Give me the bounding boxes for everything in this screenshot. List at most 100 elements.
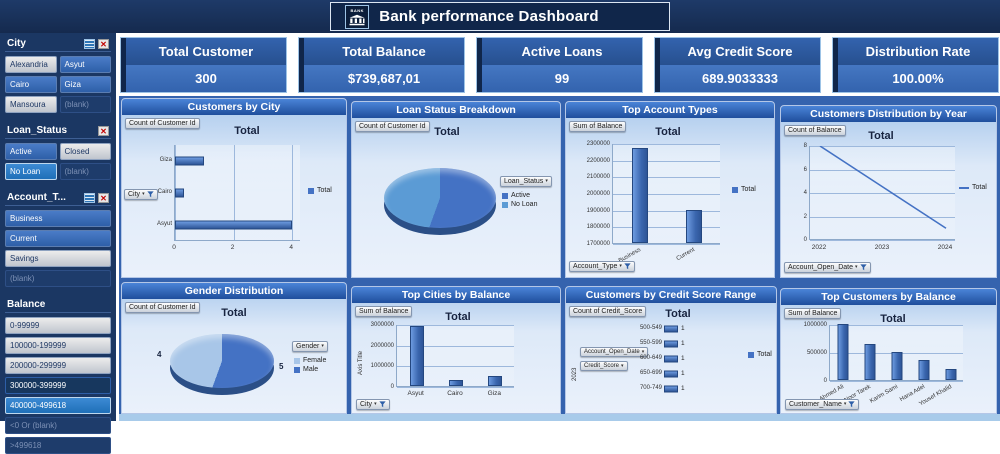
multiselect-icon[interactable] xyxy=(84,38,95,49)
gridline xyxy=(613,144,720,145)
clear-filter-icon[interactable]: ✕ xyxy=(98,192,109,203)
bar-asyut[interactable] xyxy=(409,326,424,386)
y-tick-label: 1900000 xyxy=(586,207,610,214)
sum-of-balance-field-button[interactable]: Sum of Balance xyxy=(569,121,627,132)
bar-ahmed-ali[interactable] xyxy=(837,324,849,380)
gridline xyxy=(613,210,720,212)
dropdown-caret-icon: ▾ xyxy=(619,263,622,269)
slicer-item-giza[interactable]: Giza xyxy=(59,76,111,93)
count-of-customer-id-field-button[interactable]: Count of Customer Id xyxy=(125,118,200,129)
kpi-value: 99 xyxy=(482,65,642,92)
bar-noor-tarek[interactable] xyxy=(864,343,876,380)
bar-business[interactable] xyxy=(632,148,648,243)
gridline xyxy=(810,169,955,171)
legend-label: Total xyxy=(757,351,772,358)
pie-data-label: 4 xyxy=(156,349,162,359)
panel-customers-by-city: Customers by City Count of Customer Id To… xyxy=(121,98,347,278)
legend-label: Total xyxy=(972,184,987,191)
multiselect-icon[interactable] xyxy=(84,192,95,203)
x-tick-label: 2023 xyxy=(874,244,890,251)
chart-title: Total xyxy=(880,313,906,325)
slicer-item-alexandria[interactable]: Alexandria xyxy=(5,56,57,73)
slicer-item-400000-499618[interactable]: 400000-499618 xyxy=(5,397,111,414)
count-of-balance-field-button[interactable]: Count of Balance xyxy=(784,125,846,136)
legend-swatch xyxy=(294,357,300,364)
legend-swatch xyxy=(502,201,508,208)
bar-giza[interactable] xyxy=(488,375,503,386)
kpi-value: $739,687,01 xyxy=(304,65,464,92)
slicer-item-blank[interactable]: (blank) xyxy=(59,96,111,113)
bar-current[interactable] xyxy=(686,209,702,243)
group-label: 2023 xyxy=(572,367,578,381)
pie-loan-status-breakdown[interactable] xyxy=(384,168,496,228)
bar-giza[interactable] xyxy=(175,156,205,166)
x-tick-label: 2 xyxy=(230,244,235,251)
slicer-item-100000-199999[interactable]: 100000-199999 xyxy=(5,337,111,354)
bar-yousef-khalid[interactable] xyxy=(945,368,957,380)
slicer-item-no-loan[interactable]: No Loan xyxy=(5,163,57,180)
y-axis-title: Axis Title xyxy=(358,350,364,375)
slicer-item-0-99999[interactable]: 0-99999 xyxy=(5,317,111,334)
line-series-total[interactable] xyxy=(810,146,956,240)
data-label: 1 xyxy=(681,355,685,362)
slicer-icons: ✕ xyxy=(84,192,109,203)
bar-karim-sami[interactable] xyxy=(891,352,903,380)
filter-icon xyxy=(848,401,856,408)
account-open-date-field-button[interactable]: Account_Open_Date ▾ xyxy=(580,347,649,357)
account-open-date-axis-button[interactable]: Account_Open_Date ▾ xyxy=(784,262,871,273)
category-label: 600-649 xyxy=(639,355,662,361)
slicer-item-mansoura[interactable]: Mansoura xyxy=(5,96,57,113)
pie-gender-distribution[interactable] xyxy=(170,334,274,388)
slicer-item-closed[interactable]: Closed xyxy=(59,143,111,160)
city-axis-button[interactable]: City ▾ xyxy=(356,399,390,410)
slicer-item-blank[interactable]: (blank) xyxy=(5,270,111,287)
bar-600-649[interactable] xyxy=(664,355,678,363)
plot-area xyxy=(612,144,720,245)
slicer-item-0-or-blank[interactable]: <0 Or (blank) xyxy=(5,417,111,434)
slicer-item-blank[interactable]: (blank) xyxy=(59,163,111,180)
kpi-title: Avg Credit Score xyxy=(660,38,820,65)
panel-body: Count of Customer Id Total 4 5 Gender ▾ Female… xyxy=(122,299,346,413)
slicer-item-asyut[interactable]: Asyut xyxy=(59,56,111,73)
kpi-card-avg-credit-score: Avg Credit Score 689.9033333 xyxy=(655,38,820,92)
bar-650-699[interactable] xyxy=(664,370,678,378)
dropdown-caret-icon: ▾ xyxy=(843,401,847,407)
credit-score-field-button[interactable]: Credit_Score ▾ xyxy=(580,361,628,371)
slicer-item-business[interactable]: Business xyxy=(5,210,111,227)
chart-title: Total xyxy=(868,130,894,142)
clear-filter-icon[interactable]: ✕ xyxy=(98,125,109,136)
count-of-customer-id-field-button[interactable]: Count of Customer Id xyxy=(355,121,430,132)
customer-name-axis-button[interactable]: Customer_Name ▾ xyxy=(785,399,860,410)
gender-field-button[interactable]: Gender ▾ xyxy=(292,341,328,352)
slicer-item-300000-399999[interactable]: 300000-399999 xyxy=(5,377,111,394)
slicer-item-current[interactable]: Current xyxy=(5,230,111,247)
bar-hana-adel[interactable] xyxy=(918,360,930,380)
sum-of-balance-field-button[interactable]: Sum of Balance xyxy=(784,308,842,319)
count-of-customer-id-field-button[interactable]: Count of Customer Id xyxy=(125,302,200,313)
legend-item-active: Active xyxy=(502,192,537,199)
bar-550-599[interactable] xyxy=(664,340,678,348)
slicer-item-savings[interactable]: Savings xyxy=(5,250,111,267)
slicer-item-cairo[interactable]: Cairo xyxy=(5,76,57,93)
slicer-item-200000-299999[interactable]: 200000-299999 xyxy=(5,357,111,374)
gridline xyxy=(613,227,720,229)
bar-cairo[interactable] xyxy=(449,379,463,386)
loan-status-field-button[interactable]: Loan_Status ▾ xyxy=(500,176,552,187)
bar-500-549[interactable] xyxy=(664,325,678,333)
bar-700-749[interactable] xyxy=(664,385,678,393)
count-of-credit-score-field-button[interactable]: Count of Credit_Score xyxy=(569,306,647,317)
panel-body: Count of Balance Total 8 6 4 2 0 2022 2023 2024 Ac… xyxy=(781,122,996,277)
title-box: BANK Bank performance Dashboard xyxy=(330,2,670,31)
plot-area xyxy=(174,145,300,241)
bar-asyut[interactable] xyxy=(175,220,293,230)
sum-of-balance-field-button[interactable]: Sum of Balance xyxy=(355,306,413,317)
bar-cairo[interactable] xyxy=(175,188,184,198)
slicer-item-active[interactable]: Active xyxy=(5,143,57,160)
city-axis-button[interactable]: City ▾ xyxy=(124,189,158,200)
panel-top-customers-by-balance: Top Customers by Balance Sum of Balance T… xyxy=(780,288,997,414)
legend-swatch xyxy=(502,192,508,199)
account-type-axis-button[interactable]: Account_Type ▾ xyxy=(569,261,635,272)
clear-filter-icon[interactable]: ✕ xyxy=(98,38,109,49)
slicer-item-499618[interactable]: >499618 xyxy=(5,437,111,454)
gridline xyxy=(613,160,720,162)
